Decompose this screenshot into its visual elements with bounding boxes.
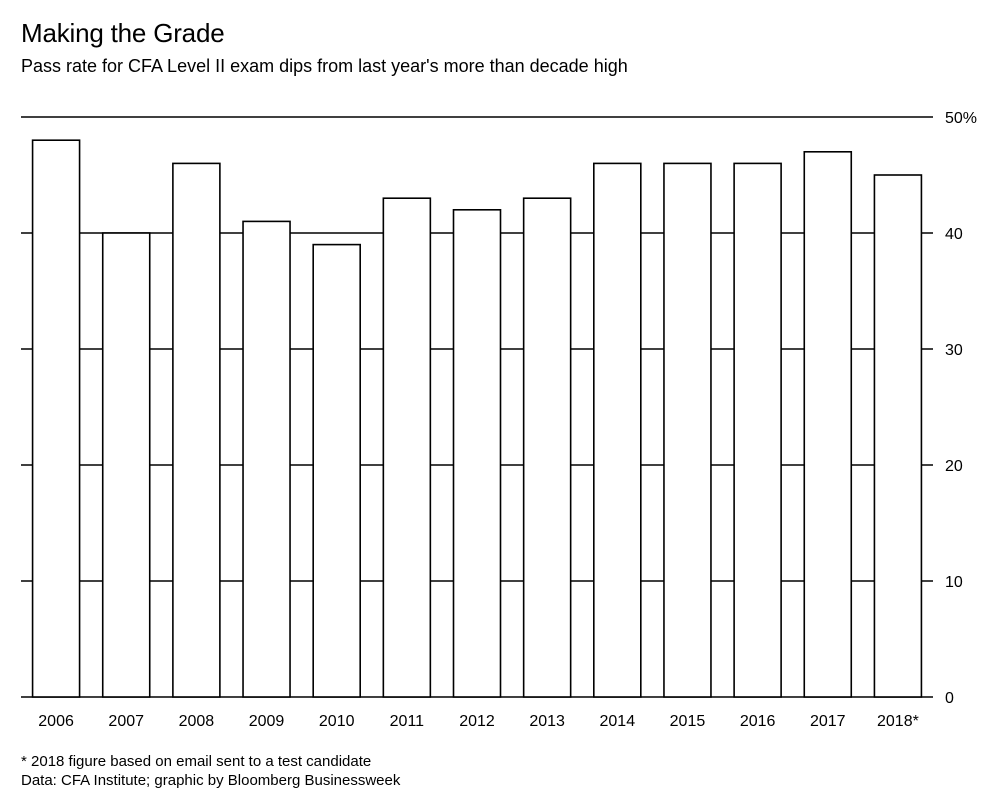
- x-tick-label-2010: 2010: [319, 713, 355, 730]
- bar-2012: [452, 209, 502, 698]
- bar-2009: [242, 220, 291, 698]
- bar-2008: [172, 162, 221, 698]
- bar-2015: [663, 162, 712, 698]
- bar-2016: [733, 162, 782, 698]
- y-tick-label-0: 0: [945, 690, 954, 707]
- x-tick-label-2008: 2008: [179, 713, 215, 730]
- x-tick-label-2017: 2017: [810, 713, 846, 730]
- chart-subtitle: Pass rate for CFA Level II exam dips fro…: [21, 56, 628, 76]
- bars: [31, 139, 923, 698]
- x-tick-label-2012: 2012: [459, 713, 495, 730]
- y-axis-ticks: 0 10 20 30 40 50%: [945, 110, 977, 707]
- bar-2017: [803, 151, 853, 698]
- x-tick-label-2007: 2007: [108, 713, 144, 730]
- bar-2018-star: [873, 174, 923, 698]
- x-axis-ticks: 2006 2007 2008 2009 2010 2011 2012 2013 2014 2015…: [38, 713, 919, 730]
- y-tick-label-30: 30: [945, 342, 963, 359]
- bar-2013: [522, 197, 572, 698]
- x-tick-label-2016: 2016: [740, 713, 776, 730]
- bar-2014: [593, 162, 642, 698]
- x-tick-label-2009: 2009: [249, 713, 285, 730]
- y-tick-label-10: 10: [945, 574, 963, 591]
- footnotes: * 2018 figure based on email sent to a t…: [21, 752, 400, 790]
- chart-title: Making the Grade: [21, 18, 225, 48]
- bar-2010: [312, 243, 361, 698]
- x-tick-label-2013: 2013: [529, 713, 565, 730]
- bar-2007: [101, 232, 151, 698]
- x-tick-label-2015: 2015: [670, 713, 706, 730]
- x-tick-label-2018-star: 2018*: [877, 713, 919, 730]
- x-tick-label-2006: 2006: [38, 713, 74, 730]
- footnote-2018: * 2018 figure based on email sent to a t…: [21, 753, 372, 770]
- source-credit: Data: CFA Institute; graphic by Bloomber…: [21, 772, 401, 789]
- y-tick-label-40: 40: [945, 226, 963, 243]
- x-tick-label-2011: 2011: [390, 713, 425, 730]
- y-tick-label-20: 20: [945, 458, 963, 475]
- x-tick-label-2014: 2014: [600, 713, 636, 730]
- bar-2011: [382, 197, 432, 698]
- bar-2006: [31, 139, 81, 698]
- y-tick-label-50: 50%: [945, 110, 977, 127]
